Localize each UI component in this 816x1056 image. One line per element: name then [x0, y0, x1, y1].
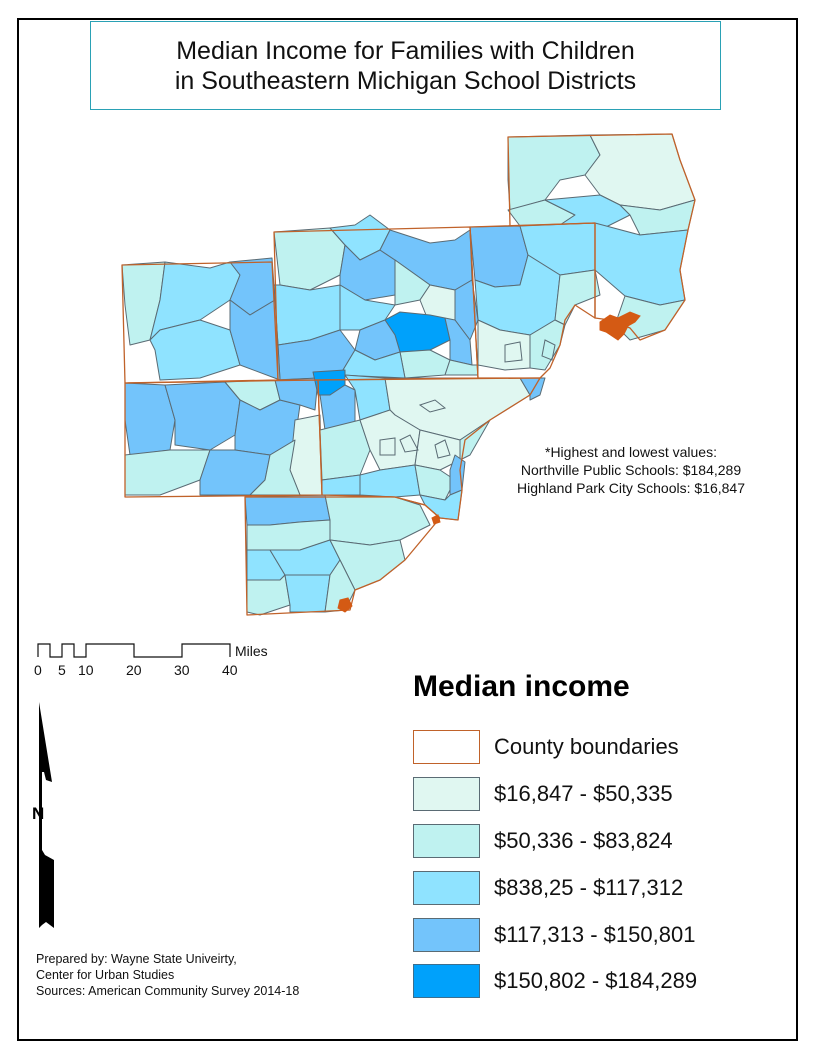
scale-tick-0: 0 [34, 662, 42, 678]
county-monroe [244, 496, 441, 616]
legend-label: $838,25 - $117,312 [494, 875, 684, 900]
district [249, 439, 301, 496]
scale-bar-graphic [37, 643, 231, 658]
legend-label: $150,802 - $184,289 [494, 968, 698, 993]
district [444, 359, 479, 376]
district [284, 574, 331, 613]
district [229, 299, 281, 381]
legend-item-class-5: $150,802 - $184,289 [413, 963, 697, 999]
district [469, 225, 529, 288]
legend-item-class-1: $16,847 - $50,335 [413, 776, 673, 812]
title-box: Median Income for Families with Children… [90, 21, 721, 110]
scale-tick-10: 10 [78, 662, 94, 678]
credits-prepared-by: Prepared by: Wayne State Univeirty, [36, 952, 237, 966]
north-label: N [32, 804, 45, 823]
note-highest: Northville Public Schools: $184,289 [520, 462, 742, 478]
north-arrow: N [28, 700, 60, 935]
note-heading: *Highest and lowest values: [545, 444, 717, 460]
legend-swatch [413, 964, 480, 998]
scale-bar: Miles 0 5 10 20 30 40 [30, 640, 268, 678]
legend-item-class-2: $50,336 - $83,824 [413, 823, 673, 859]
map-frame [17, 18, 798, 1041]
district [359, 464, 421, 498]
school-districts [121, 133, 696, 616]
legend-swatch [413, 918, 480, 952]
district [459, 419, 491, 461]
legend-swatch [413, 871, 480, 905]
district [149, 319, 241, 381]
small-districts [379, 339, 556, 459]
title-line-1: Median Income for Families with Children [176, 36, 635, 65]
scale-tick-30: 30 [174, 662, 190, 678]
district [246, 574, 291, 616]
islands [337, 597, 353, 613]
legend-swatch [413, 824, 480, 858]
credits: Prepared by: Wayne State Univeirty, Cent… [36, 951, 299, 999]
scale-unit: Miles [235, 643, 268, 659]
district [394, 259, 431, 306]
district [274, 377, 319, 411]
legend-label: County boundaries [494, 734, 679, 759]
legend-item-county-boundaries: County boundaries [413, 729, 679, 765]
district [399, 349, 451, 379]
scale-tick-5: 5 [58, 662, 66, 678]
district [273, 227, 346, 291]
legend-swatch [413, 730, 480, 764]
district [454, 279, 479, 341]
legend-item-class-4: $117,313 - $150,801 [413, 917, 695, 953]
district [594, 222, 689, 306]
district [164, 381, 241, 451]
extreme-values-note: *Highest and lowest values: Northville P… [492, 443, 770, 497]
legend-title: Median income [413, 670, 630, 703]
legend-swatch [413, 777, 480, 811]
district [124, 449, 211, 496]
credits-sources: Sources: American Community Survey 2014-… [36, 984, 300, 998]
scale-tick-20: 20 [126, 662, 142, 678]
county-boundaries [121, 133, 696, 616]
legend-label: $117,313 - $150,801 [494, 922, 696, 947]
district [544, 194, 631, 231]
legend-label: $16,847 - $50,335 [494, 781, 673, 806]
district [149, 261, 241, 341]
legend-item-class-3: $838,25 - $117,312 [413, 870, 683, 906]
islands [431, 514, 441, 525]
islands [599, 311, 641, 341]
note-lowest: Highland Park City Schools: $16,847 [516, 480, 746, 496]
district [414, 429, 461, 471]
north-arrow-icon [39, 702, 54, 928]
credits-center: Center for Urban Studies [36, 968, 175, 982]
legend-label: $50,336 - $83,824 [494, 828, 673, 853]
title-line-2: in Southeastern Michigan School District… [174, 66, 637, 95]
scale-tick-40: 40 [222, 662, 238, 678]
